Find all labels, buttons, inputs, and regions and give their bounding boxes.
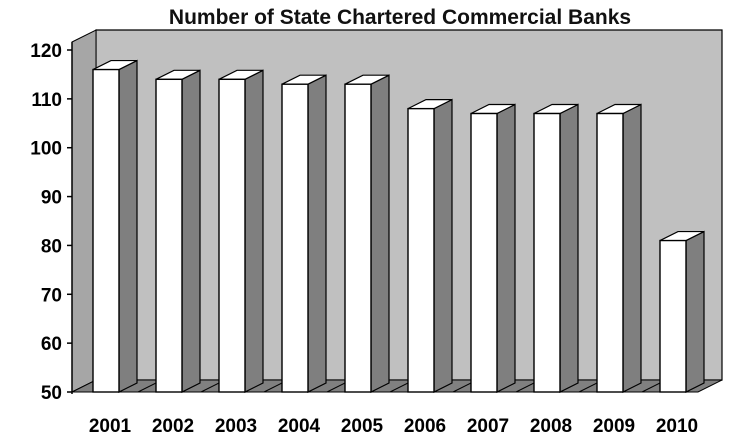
bar-front [344,83,372,393]
bar-front [533,112,561,393]
bar-side [118,59,138,393]
bar [659,230,705,393]
x-tick-labels: 2001 2002 2003 2004 2005 2006 2007 2008 2009 2010 [89,416,698,437]
x-tick-label: 2005 [341,416,384,437]
bar-side [433,98,453,393]
bar-front [281,83,309,393]
bar [92,59,138,393]
y-tick-label: 100 [30,139,62,160]
chart-title: Number of State Chartered Commercial Ban… [168,6,632,29]
bar-front [218,78,246,393]
bar [281,74,327,393]
y-tick-label: 70 [41,285,62,306]
y-tick-label: 120 [30,41,62,62]
y-tick-labels: 50 60 70 80 90 100 110 120 [30,41,62,404]
bar-side [559,103,579,393]
x-tick-label: 2006 [404,416,446,437]
y-tick-label: 60 [41,334,62,355]
bar-side [244,69,264,393]
y-tick-label: 90 [41,188,62,209]
bar-front [407,107,435,393]
bar [470,103,516,393]
bar [533,103,579,393]
x-tick-label: 2008 [530,416,572,437]
bar [218,69,264,393]
x-tick-label: 2010 [656,416,698,437]
bar-front [659,239,687,393]
x-tick-label: 2007 [467,416,509,437]
bar [407,98,453,393]
bars [92,59,705,393]
bar-side [622,103,642,393]
bar-side [370,74,390,393]
y-tick-label: 50 [41,383,62,404]
x-tick-label: 2001 [89,416,132,437]
bar-front [92,68,120,393]
bar-side [181,69,201,393]
bar [344,74,390,393]
bar [155,69,201,393]
bar-front [155,78,183,393]
bar [596,103,642,393]
bar-front [470,112,498,393]
x-tick-label: 2004 [278,416,321,437]
bar-front [596,112,624,393]
x-tick-label: 2002 [152,416,194,437]
x-tick-label: 2003 [215,416,257,437]
x-tick-label: 2009 [593,416,635,437]
y-axis [67,42,73,394]
bar-side [496,103,516,393]
y-tick-label: 110 [31,90,62,111]
bar-side [307,74,327,393]
y-tick-label: 80 [41,236,62,257]
bar-side [685,230,705,393]
